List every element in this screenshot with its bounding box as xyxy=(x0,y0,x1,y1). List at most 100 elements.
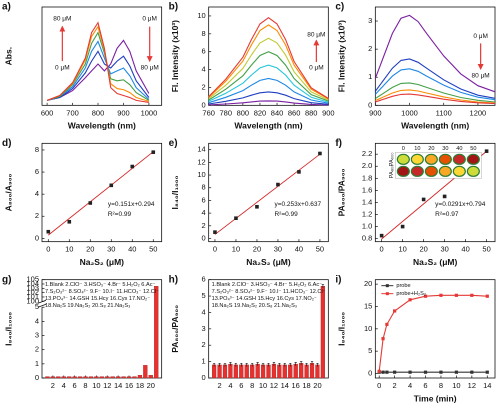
x-tick-label: 900 xyxy=(322,108,335,117)
plot-frame xyxy=(41,142,163,243)
point xyxy=(484,149,489,153)
error-bar xyxy=(321,284,325,288)
point xyxy=(408,370,412,374)
x-tick-label: 1000 xyxy=(141,108,158,117)
bar xyxy=(239,364,244,379)
y-tick-label: 104 xyxy=(26,279,39,288)
bar xyxy=(211,364,217,379)
inset-image xyxy=(410,165,424,177)
error-bar xyxy=(250,362,254,367)
y-tick-label: 4 xyxy=(35,316,39,325)
inset-image xyxy=(424,153,438,165)
y-tick-label: 0 xyxy=(201,233,205,242)
y-tick-label: 4 xyxy=(201,307,205,316)
point xyxy=(88,201,93,205)
series-line xyxy=(46,40,150,101)
y-axis-label: A₈₀₀/A₉₀₀ xyxy=(3,173,13,211)
inset-image xyxy=(466,165,480,177)
panel-label: d) xyxy=(2,138,11,149)
point xyxy=(276,182,280,187)
y-tick-label: 101 xyxy=(26,292,39,301)
y-tick-label: 8 xyxy=(201,183,205,192)
bar xyxy=(72,376,77,379)
x-tick-label: 900 xyxy=(369,108,382,117)
x-tick-label: 800 xyxy=(237,108,250,117)
y-tick-label: 1 xyxy=(35,359,39,368)
series-line xyxy=(208,77,329,104)
series-line xyxy=(46,50,150,101)
panel: d) Na₂S₂ (μM) A₈₀₀/A₉₀₀ 0 10 20 30 40 50 0 2 4 6 8 y=0… xyxy=(2,138,163,267)
panel-label: b) xyxy=(169,2,178,13)
bar xyxy=(266,364,271,379)
error-bar xyxy=(283,362,287,367)
y-tick-label: 2 xyxy=(35,211,39,220)
point xyxy=(109,183,114,188)
plot-frame xyxy=(374,279,496,379)
y-axis-label: I₈₄₀/I₁₀₀₀ xyxy=(3,312,13,346)
series-line xyxy=(374,68,496,101)
point xyxy=(393,309,397,313)
x-axis-label: Wavelength (nm) xyxy=(401,121,469,131)
error-bar xyxy=(278,362,281,367)
bar xyxy=(56,376,61,379)
x-tick-label: 6 xyxy=(73,381,77,390)
legend-text: 7.S₂O₃²⁻ 8.SO₄²⁻ 9.F⁻ 10.I⁻ 11.HCO₃⁻ 12.… xyxy=(45,289,159,295)
x-tick-label: 10 xyxy=(65,245,73,254)
annotation: 0 μM xyxy=(55,65,70,72)
series-line xyxy=(374,58,496,99)
bar xyxy=(137,375,143,379)
x-tick-label: 4 xyxy=(62,381,66,390)
series-line xyxy=(208,24,329,100)
bar xyxy=(309,363,315,379)
error-bar xyxy=(212,362,216,367)
inset-image xyxy=(452,165,466,177)
y-tick-label: 1 xyxy=(368,72,372,81)
point xyxy=(379,233,384,238)
y-tick-label: 6 xyxy=(35,167,39,176)
point xyxy=(151,150,156,154)
x-tick-label: 40 xyxy=(128,245,136,254)
y-axis-label: Fl. Intensity (x10³) xyxy=(170,20,180,92)
plot-frame xyxy=(374,6,496,106)
x-tick-label: 18 xyxy=(136,381,144,390)
x-tick-label: 0 xyxy=(213,245,217,254)
bar xyxy=(148,375,153,379)
y-tick-label: 8 xyxy=(201,29,205,38)
panel-label: g) xyxy=(2,274,11,285)
series-line xyxy=(375,89,496,104)
y-axis-label: I₈₄₀/I₁₀₀₀ xyxy=(337,312,347,346)
y-tick-label: 4 xyxy=(35,189,39,198)
x-tick-label: 1000 xyxy=(401,108,418,117)
point xyxy=(408,298,412,302)
legend-marker xyxy=(385,284,389,288)
y-tick-label: 0 xyxy=(368,100,372,109)
legend-text: 13.PO₄³⁻ 14.GSH 15.Hcy 16.Cys 17.NO₂⁻ xyxy=(45,296,150,302)
bar xyxy=(121,376,126,379)
y-tick-label: 2 xyxy=(201,221,205,230)
inset-label: 40 xyxy=(456,146,462,152)
x-tick-label: 10 xyxy=(259,381,267,390)
point xyxy=(439,293,443,297)
x-tick-label: 14 xyxy=(483,381,491,390)
bar xyxy=(277,364,282,379)
point xyxy=(255,204,259,209)
legend-label: probe+H₂S₂ xyxy=(396,291,426,297)
legend-marker xyxy=(385,292,389,296)
error-bar xyxy=(272,362,276,366)
error-bar xyxy=(218,362,221,367)
x-tick-label: 6 xyxy=(239,381,243,390)
bar xyxy=(45,376,50,379)
x-tick-label: 50 xyxy=(482,245,490,254)
legend-text: 18.Na₂S 19.Na₂S₂ 20.S₈ 21.Na₂S₃ xyxy=(45,303,130,309)
annotation: y=0.253x+0.637 xyxy=(274,201,321,208)
bar xyxy=(299,363,304,379)
y-tick-label: 0 xyxy=(201,100,205,109)
y-tick-label: 8 xyxy=(35,145,39,154)
y-tick-label: 3 xyxy=(368,16,372,25)
x-axis-label: Wavelength (nm) xyxy=(68,121,136,131)
x-tick-label: 760 xyxy=(202,108,215,117)
y-tick-label: 5 xyxy=(201,291,205,300)
bar xyxy=(222,364,228,379)
inset-image xyxy=(438,165,452,177)
y-tick-label: 5 xyxy=(35,302,39,311)
